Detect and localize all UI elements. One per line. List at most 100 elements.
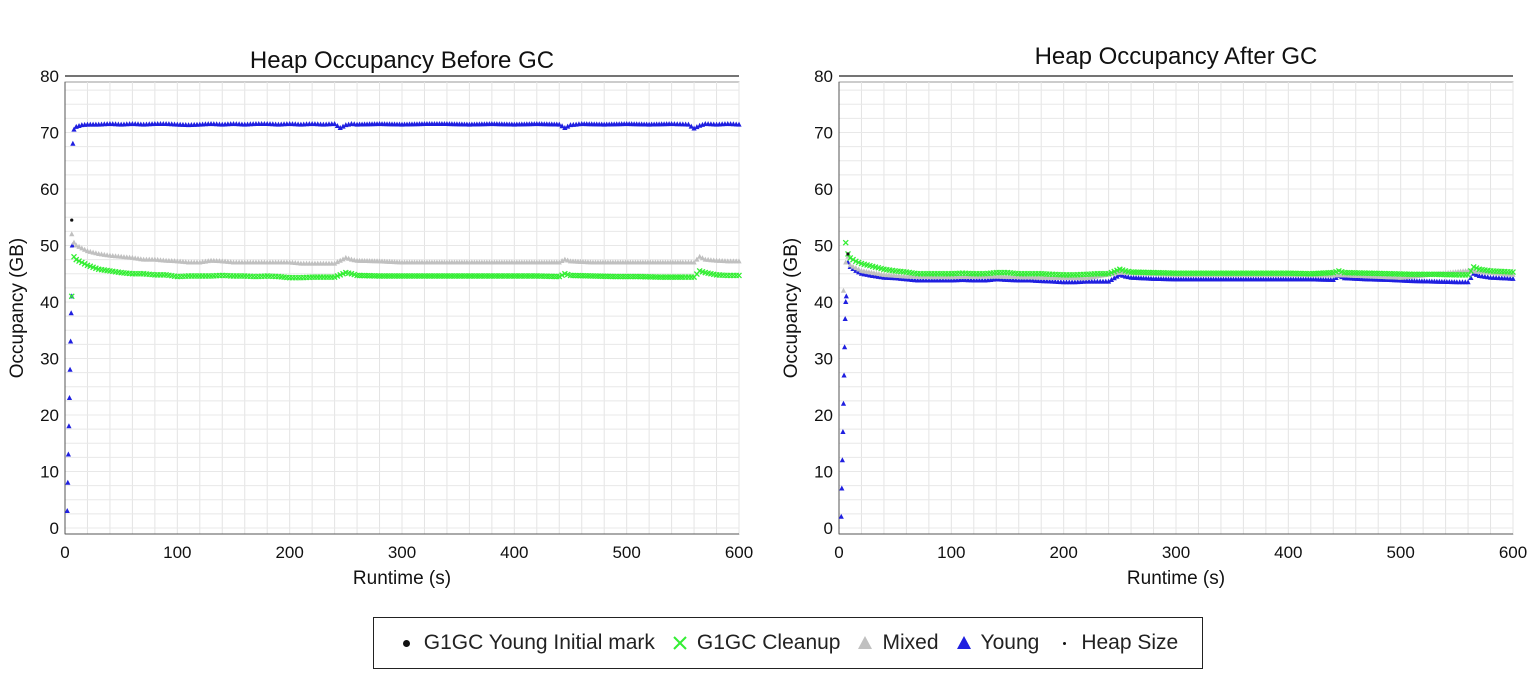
data-point	[66, 423, 72, 429]
legend-item-mixed: Mixed	[856, 631, 939, 655]
data-point	[843, 299, 849, 304]
x-tick-label: 500	[1386, 543, 1414, 562]
y-tick-label: 30	[40, 350, 59, 369]
data-point	[694, 256, 700, 262]
data-point	[856, 269, 862, 275]
data-point	[73, 242, 79, 248]
y-tick-label: 60	[814, 180, 833, 199]
x-axis-label: Runtime (s)	[1127, 568, 1225, 589]
y-tick-label: 60	[40, 180, 59, 199]
data-point	[736, 272, 742, 279]
data-point	[842, 239, 849, 246]
data-point	[842, 315, 848, 321]
x-tick-label: 600	[1499, 543, 1527, 562]
data-point	[332, 260, 338, 266]
x-tick-label: 100	[163, 543, 191, 562]
legend-item-heap-size: Heap Size	[1055, 631, 1178, 655]
y-tick-label: 30	[814, 350, 833, 369]
series-young	[838, 259, 1516, 519]
data-point	[1106, 278, 1112, 284]
y-tick-label: 20	[40, 406, 59, 425]
data-point	[853, 267, 859, 273]
data-point	[337, 257, 343, 263]
data-point	[847, 262, 853, 268]
series-g1gc-young-initial-mark	[70, 218, 74, 222]
data-point	[556, 259, 562, 265]
data-point	[340, 123, 346, 129]
y-tick-label: 10	[40, 463, 59, 482]
series-mixed	[69, 231, 742, 266]
data-point	[839, 457, 845, 463]
data-point	[736, 258, 742, 264]
data-point	[1510, 269, 1516, 276]
data-point	[1465, 271, 1472, 278]
x-mark-icon	[673, 636, 687, 650]
x-tick-label: 200	[275, 543, 303, 562]
data-point	[71, 239, 77, 245]
data-point	[76, 243, 82, 249]
series-g1gc-cleanup	[68, 253, 742, 300]
data-point	[1465, 279, 1471, 285]
legend-label: G1GC Cleanup	[696, 631, 841, 654]
x-tick-label: 100	[937, 543, 965, 562]
data-point	[69, 231, 75, 237]
data-point	[562, 124, 568, 130]
data-point	[843, 259, 849, 265]
y-tick-label: 40	[40, 293, 59, 312]
data-point	[334, 259, 341, 265]
data-point	[559, 258, 565, 264]
data-point	[1467, 267, 1474, 274]
x-tick-label: 0	[60, 543, 69, 562]
legend-item-initial-mark: G1GC Young Initial mark	[398, 631, 655, 655]
y-tick-label: 50	[40, 237, 59, 256]
data-point	[838, 513, 844, 519]
data-point	[79, 245, 85, 251]
data-point	[694, 124, 700, 130]
small-dot-icon	[1055, 634, 1073, 652]
x-tick-label: 300	[388, 543, 416, 562]
dot-icon	[398, 634, 416, 652]
data-point	[68, 338, 74, 344]
chart-1: Heap Occupancy After GC0 100 200 300 400 500 6…	[781, 43, 1527, 589]
data-point	[66, 395, 73, 401]
y-axis-label: Occupancy (GB)	[7, 238, 28, 378]
triangle-icon	[858, 636, 873, 649]
data-point	[559, 123, 565, 129]
data-point	[1473, 271, 1480, 277]
data-point	[69, 242, 75, 248]
data-point	[68, 310, 74, 316]
y-tick-label: 50	[814, 237, 833, 256]
data-point	[840, 428, 846, 434]
data-point	[70, 218, 74, 222]
data-point	[1510, 275, 1516, 281]
triangle-icon	[956, 636, 971, 649]
x-axis-label: Runtime (s)	[353, 568, 451, 589]
chart-title: Heap Occupancy Before GC	[250, 47, 554, 74]
x-tick-label: 400	[500, 543, 528, 562]
data-point	[1468, 274, 1474, 280]
data-point	[847, 254, 854, 261]
data-point	[67, 366, 73, 372]
legend-label: G1GC Young Initial mark	[423, 631, 655, 654]
data-point	[840, 287, 847, 293]
legend-item-cleanup: G1GC Cleanup	[671, 631, 841, 655]
data-point	[699, 255, 706, 261]
legend-item-young: Young	[955, 631, 1039, 655]
data-point	[71, 126, 77, 132]
data-point	[688, 123, 694, 129]
data-point	[65, 479, 71, 485]
y-tick-label: 0	[824, 519, 833, 538]
data-point	[697, 253, 703, 259]
data-point	[736, 121, 742, 127]
series-g1gc-cleanup	[842, 239, 1516, 278]
data-point	[1111, 275, 1117, 281]
data-point	[1510, 271, 1516, 277]
chart-title: Heap Occupancy After GC	[1035, 43, 1318, 70]
y-tick-label: 70	[40, 124, 59, 143]
data-point	[691, 125, 697, 131]
data-point	[64, 508, 70, 514]
data-point	[565, 123, 571, 129]
data-point	[70, 140, 76, 146]
y-tick-label: 80	[814, 67, 833, 86]
